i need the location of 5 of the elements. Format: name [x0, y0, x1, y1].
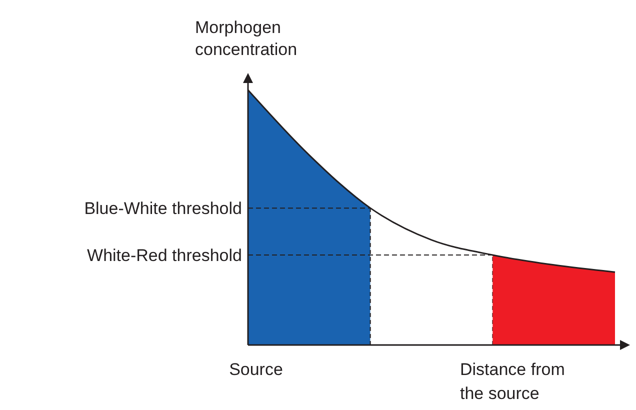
- ref-line-label: White-Red threshold: [87, 246, 242, 265]
- ref-line-label: Blue-White threshold: [84, 199, 242, 218]
- x-axis-title: Distance from the source: [460, 360, 565, 403]
- text: Source: [229, 360, 283, 379]
- y-axis-title: Morphogen concentration: [195, 18, 298, 59]
